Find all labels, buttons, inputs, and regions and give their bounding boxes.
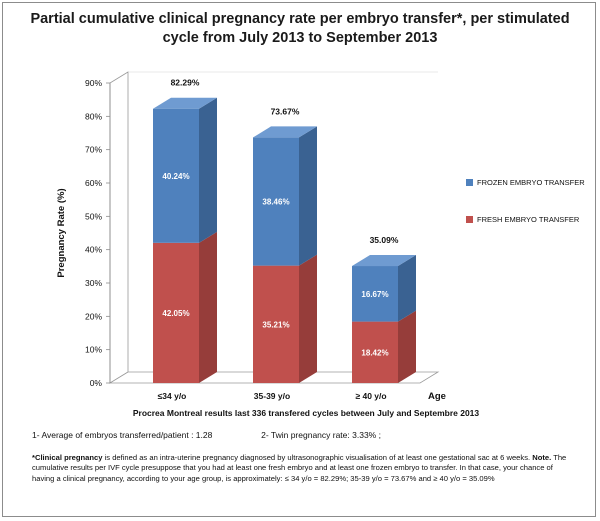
definition-note: *Clinical pregnancy is defined as an int… [32,453,577,484]
bar-segment-fresh [253,265,299,383]
data-label: 40.24% [162,172,189,181]
bar-segment-fresh [352,321,398,383]
bar-segment-frozen [352,266,398,322]
note-label: Note. [530,453,552,462]
y-axis-label: Pregnancy Rate (%) [56,188,67,277]
plot-side-wall [109,71,129,384]
y-tick-label: 20% [85,311,102,321]
total-label: 35.09% [370,235,399,245]
chart-caption: Procrea Montreal results last 336 transf… [133,408,480,418]
definition-term: *Clinical pregnancy [32,453,103,462]
bar-side-fresh [199,231,217,383]
legend-swatch [466,179,473,186]
bar-side-fresh [299,254,317,383]
note-text: The cumulative results per IVF cycle pre… [32,453,567,483]
average-embryos-note: 1- Average of embryos transferred/patien… [32,430,213,440]
y-tick-label: 50% [85,211,102,221]
data-label: 18.42% [361,348,388,357]
chart-title: Partial cumulative clinical pregnancy ra… [20,10,580,48]
x-tick-label: ≤34 y/o [158,391,187,401]
data-label: 38.46% [262,198,289,207]
definition-text: is defined as an intra-uterine pregnancy… [102,453,531,462]
y-tick-label: 30% [85,278,102,288]
bar-side-frozen [199,97,217,243]
y-tick-label: 80% [85,111,102,121]
x-tick-label: ≥ 40 y/o [355,391,386,401]
y-tick-label: 0% [90,378,103,388]
legend-label: FRESH EMBRYO TRANSFER [477,215,580,224]
x-axis-label: Age [428,391,446,402]
legend-label: FROZEN EMBRYO TRANSFER [477,178,585,187]
total-label: 82.29% [171,78,200,88]
bar-segment-frozen [253,137,299,266]
twin-rate-note: 2- Twin pregnancy rate: 3.33% ; [261,430,381,440]
bar-segment-fresh [153,242,199,383]
y-tick-label: 60% [85,178,102,188]
data-label: 35.21% [262,320,289,329]
y-tick-label: 70% [85,145,102,155]
data-label: 16.67% [361,290,388,299]
bar-side-frozen [398,255,416,322]
title-line-2: cycle from July 2013 to September 2013 [162,30,438,46]
y-tick-label: 10% [85,345,102,355]
bar-top-face [352,255,416,267]
x-tick-label: 35-39 y/o [254,391,290,401]
total-label: 73.67% [271,106,300,116]
title-line-1: Partial cumulative clinical pregnancy ra… [30,11,570,27]
bar-side-frozen [299,126,317,266]
bar-side-fresh [398,310,416,383]
bar-top-face [153,97,217,109]
data-label: 42.05% [162,309,189,318]
summary-notes: 1- Average of embryos transferred/patien… [32,430,381,440]
legend-swatch [466,216,473,223]
bar-segment-frozen [153,108,199,243]
bar-top-face [253,126,317,138]
y-tick-label: 90% [85,78,102,88]
y-tick-label: 40% [85,245,102,255]
